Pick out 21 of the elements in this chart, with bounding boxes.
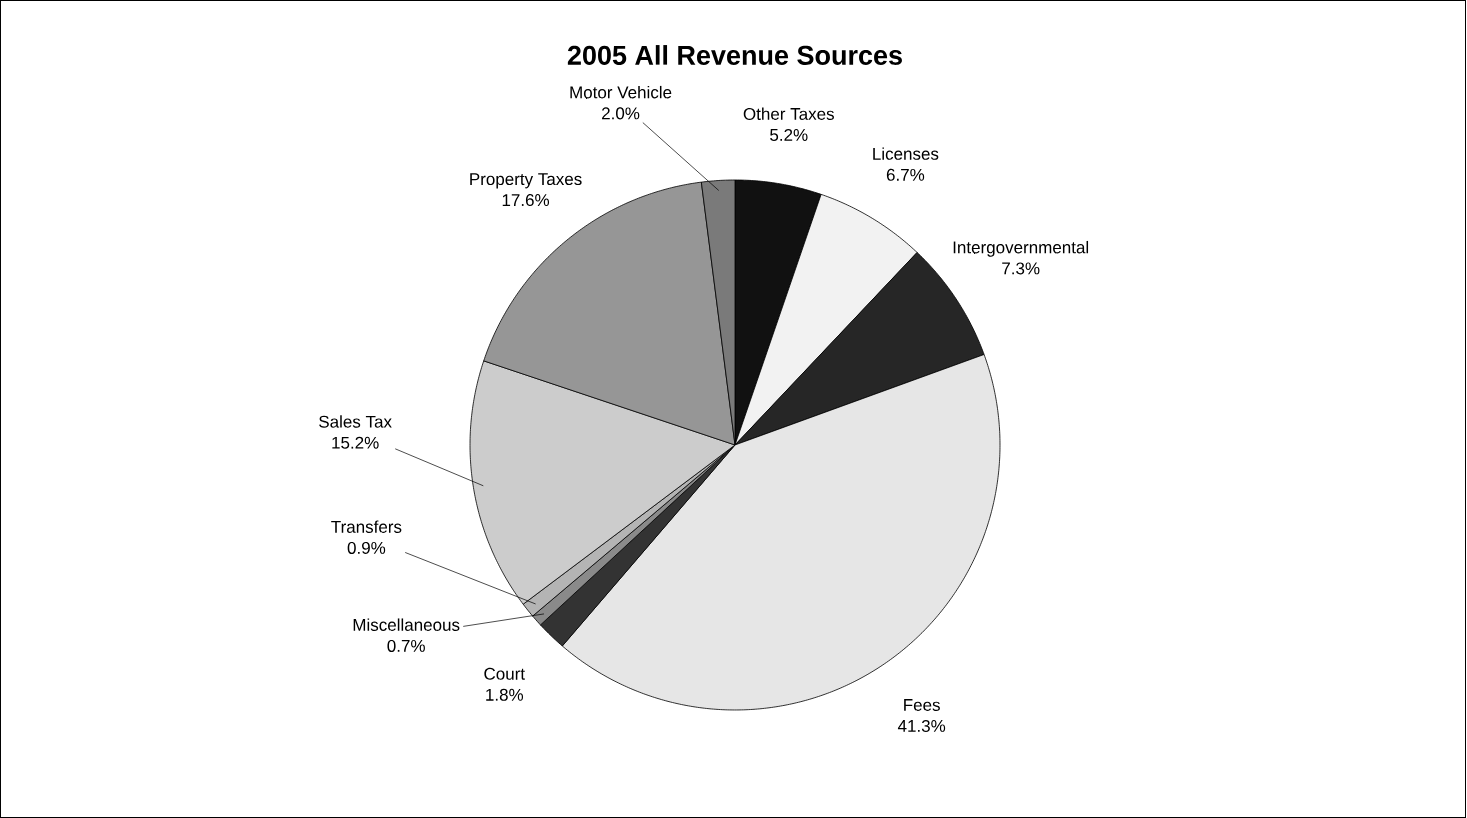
slice-label: Miscellaneous bbox=[353, 618, 460, 631]
slice-label: Intergovernmental bbox=[953, 240, 1089, 257]
data-label: 41.3% bbox=[897, 719, 946, 732]
data-label: 15.2% bbox=[332, 436, 379, 449]
slice-label: Motor Vehicle bbox=[570, 85, 672, 99]
slice-label: Other Taxes bbox=[743, 107, 834, 120]
data-label: 7.3% bbox=[1002, 262, 1040, 275]
chart-title: 2005 All Revenue Sources bbox=[567, 45, 902, 65]
data-label: 6.7% bbox=[886, 168, 925, 181]
data-label: 0.7% bbox=[387, 639, 425, 652]
data-label: 1.8% bbox=[486, 688, 524, 701]
slice-label: Court bbox=[484, 667, 525, 680]
slice-label: Property Taxes bbox=[470, 173, 582, 189]
slice-label: Sales Tax bbox=[319, 415, 392, 428]
data-label: 5.2% bbox=[770, 128, 808, 141]
slice-label: Transfers bbox=[331, 520, 402, 533]
data-label: 0.9% bbox=[347, 541, 386, 554]
data-label: 17.6% bbox=[502, 194, 550, 207]
slice-label: Licenses bbox=[873, 147, 939, 160]
data-label: 2.0% bbox=[602, 107, 640, 120]
slice-label: Fees bbox=[904, 699, 940, 711]
